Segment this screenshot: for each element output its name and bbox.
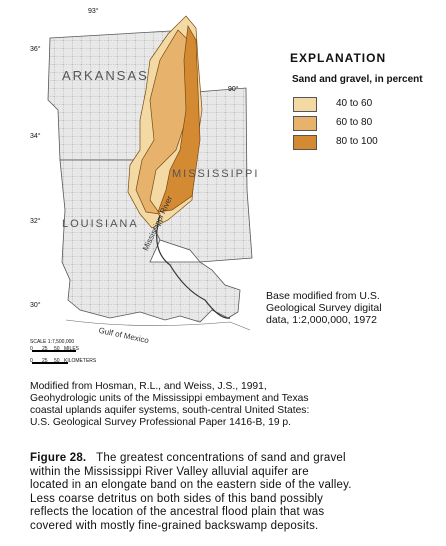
- latitude-label: 36°: [30, 46, 41, 53]
- scale-label: 50: [54, 358, 60, 364]
- scale-label: 25: [42, 358, 48, 364]
- aquifer-band: [127, 15, 203, 229]
- scale-bar: [32, 350, 76, 352]
- caption-line: located in an elongate band on the easte…: [30, 479, 352, 491]
- citation-line: U.S. Geological Survey Professional Pape…: [30, 417, 291, 428]
- latitude-label: 34°: [30, 133, 41, 140]
- scale-label: 50: [54, 346, 60, 352]
- caption-line: The greatest concentrations of sand and …: [93, 452, 346, 464]
- river: [156, 214, 231, 319]
- coast: [65, 319, 251, 331]
- state-label: MISSISSIPPI: [172, 168, 260, 180]
- legend-swatch: [293, 135, 317, 150]
- legend-label: 40 to 60: [336, 98, 373, 109]
- scale-bar: [32, 362, 68, 364]
- latitude-label: 30°: [30, 302, 41, 309]
- longitude-label: 93°: [88, 8, 99, 15]
- legend-swatch: [293, 97, 317, 112]
- scale-label: 0: [30, 346, 33, 352]
- caption-label: Figure 28.: [30, 452, 87, 464]
- legend-label: 80 to 100: [336, 136, 378, 147]
- legend-swatch: [293, 116, 317, 131]
- scale-label: 0: [30, 358, 33, 364]
- caption-line: within the Mississippi River Valley allu…: [30, 465, 309, 478]
- map: [47, 15, 253, 331]
- citation-line: Geohydrologic units of the Mississippi e…: [30, 393, 309, 404]
- latitude-label: 32°: [30, 218, 41, 225]
- caption-line: Less coarse detritus on both sides of th…: [30, 492, 324, 505]
- citation-line: coastal uplands aquifer systems, south-c…: [30, 405, 310, 416]
- caption-line: reflects the location of the ancestral f…: [30, 506, 325, 518]
- scale-label: 25: [42, 346, 48, 352]
- legend-title: EXPLANATION: [290, 51, 387, 65]
- legend-subtitle: Sand and gravel, in percent: [292, 74, 423, 85]
- state-label: LOUISIANA: [62, 218, 139, 230]
- citation-line: Modified from Hosman, R.L., and Weiss, J…: [30, 381, 267, 392]
- base-note-line: Geological Survey digital: [266, 302, 382, 314]
- state-label: ARKANSAS: [62, 68, 149, 83]
- base-note-line: data, 1:2,000,000, 1972: [266, 314, 377, 326]
- caption-line: covered with mostly fine-grained backswa…: [30, 519, 319, 532]
- longitude-label: 90°: [228, 86, 239, 93]
- scale-ratio: SCALE 1:7,500,000: [30, 339, 75, 345]
- base-note-line: Base modified from U.S.: [266, 290, 380, 302]
- legend-label: 60 to 80: [336, 117, 373, 128]
- scale-label: KILOMETERS: [64, 358, 97, 364]
- scale-label: MILES: [64, 346, 80, 352]
